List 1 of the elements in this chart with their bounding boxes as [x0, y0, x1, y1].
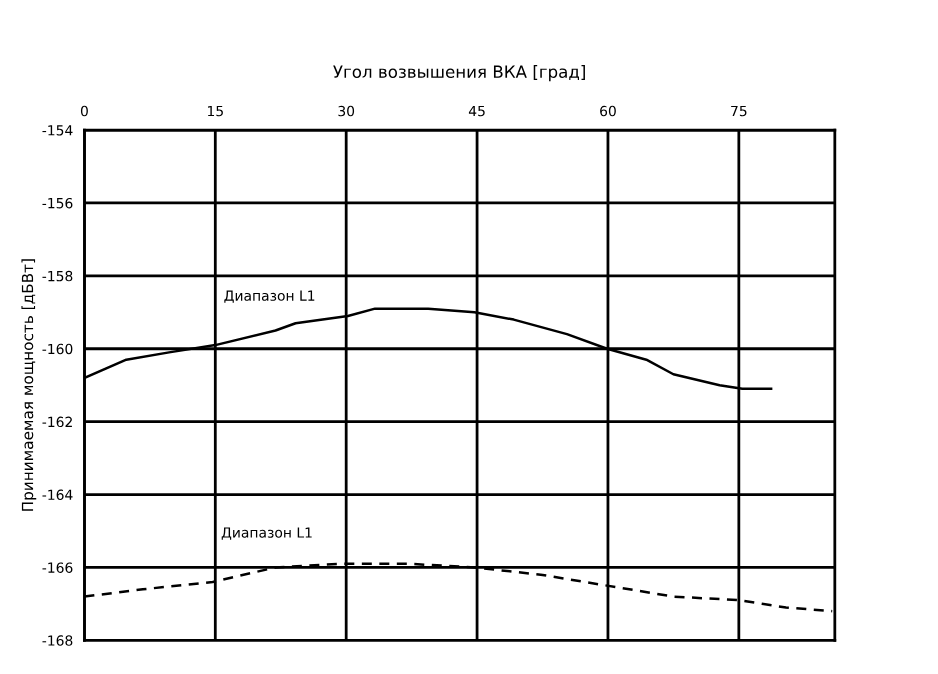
- x-axis-title: Угол возвышения ВКА [град]: [333, 65, 585, 82]
